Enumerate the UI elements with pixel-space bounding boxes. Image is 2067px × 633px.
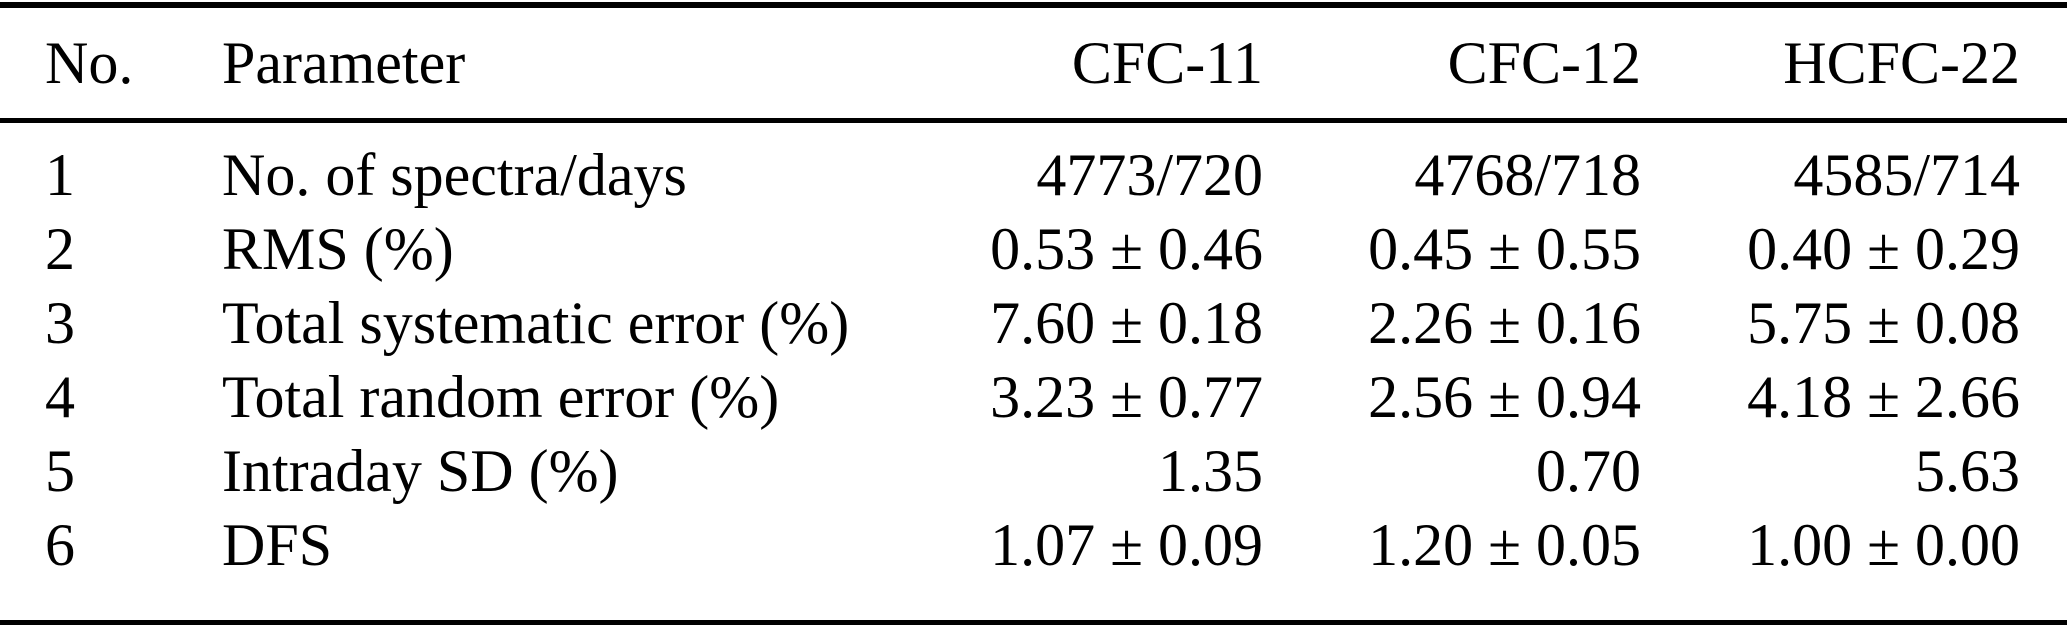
cell-no: 3 bbox=[45, 289, 75, 356]
cell-cfc11: 1.35 bbox=[1158, 437, 1263, 504]
table-row: 2 RMS (%) 0.53 ± 0.46 0.45 ± 0.55 0.40 ±… bbox=[0, 212, 2067, 286]
cell-hcfc22: 4.18 ± 2.66 bbox=[1747, 363, 2020, 430]
table-top-rule bbox=[0, 2, 2067, 8]
cell-hcfc22: 1.00 ± 0.00 bbox=[1747, 511, 2020, 578]
table-header-row: No. Parameter CFC-11 CFC-12 HCFC-22 bbox=[0, 8, 2067, 118]
col-header-cfc12: CFC-12 bbox=[1447, 29, 1641, 96]
cell-cfc12: 0.45 ± 0.55 bbox=[1368, 215, 1641, 282]
cell-cfc12: 1.20 ± 0.05 bbox=[1368, 511, 1641, 578]
cell-parameter: RMS (%) bbox=[222, 215, 454, 282]
table-row: 4 Total random error (%) 3.23 ± 0.77 2.5… bbox=[0, 360, 2067, 434]
table-row: 3 Total systematic error (%) 7.60 ± 0.18… bbox=[0, 286, 2067, 360]
cell-cfc12: 4768/718 bbox=[1414, 141, 1641, 208]
cell-parameter: No. of spectra/days bbox=[222, 141, 687, 208]
cell-hcfc22: 5.63 bbox=[1915, 437, 2020, 504]
cell-parameter: Intraday SD (%) bbox=[222, 437, 619, 504]
col-header-parameter: Parameter bbox=[222, 29, 466, 96]
cell-no: 5 bbox=[45, 437, 75, 504]
cell-cfc11: 4773/720 bbox=[1036, 141, 1263, 208]
cell-cfc11: 7.60 ± 0.18 bbox=[990, 289, 1263, 356]
table-row: 5 Intraday SD (%) 1.35 0.70 5.63 bbox=[0, 434, 2067, 508]
cell-no: 2 bbox=[45, 215, 75, 282]
col-header-hcfc22: HCFC-22 bbox=[1783, 29, 2020, 96]
table-row: 6 DFS 1.07 ± 0.09 1.20 ± 0.05 1.00 ± 0.0… bbox=[0, 508, 2067, 582]
cell-hcfc22: 4585/714 bbox=[1793, 141, 2020, 208]
cell-cfc12: 0.70 bbox=[1536, 437, 1641, 504]
cell-cfc12: 2.56 ± 0.94 bbox=[1368, 363, 1641, 430]
table-header-rule bbox=[0, 118, 2067, 123]
table-row: 1 No. of spectra/days 4773/720 4768/718 … bbox=[0, 138, 2067, 212]
cell-no: 1 bbox=[45, 141, 75, 208]
table-body: 1 No. of spectra/days 4773/720 4768/718 … bbox=[0, 123, 2067, 620]
cell-no: 4 bbox=[45, 363, 75, 430]
cell-hcfc22: 0.40 ± 0.29 bbox=[1747, 215, 2020, 282]
cell-cfc11: 0.53 ± 0.46 bbox=[990, 215, 1263, 282]
table-bottom-rule bbox=[0, 620, 2067, 625]
cell-cfc11: 1.07 ± 0.09 bbox=[990, 511, 1263, 578]
cell-parameter: Total random error (%) bbox=[222, 363, 780, 430]
cell-cfc12: 2.26 ± 0.16 bbox=[1368, 289, 1641, 356]
cell-parameter: DFS bbox=[222, 511, 333, 578]
cell-hcfc22: 5.75 ± 0.08 bbox=[1747, 289, 2020, 356]
cell-parameter: Total systematic error (%) bbox=[222, 289, 850, 356]
col-header-no: No. bbox=[45, 29, 134, 96]
cell-no: 6 bbox=[45, 511, 75, 578]
col-header-cfc11: CFC-11 bbox=[1071, 29, 1263, 96]
cell-cfc11: 3.23 ± 0.77 bbox=[990, 363, 1263, 430]
